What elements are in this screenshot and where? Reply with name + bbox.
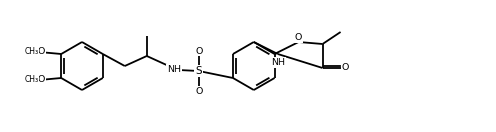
Text: S: S (195, 66, 202, 76)
Text: O: O (38, 48, 45, 56)
Text: CH₃: CH₃ (24, 76, 38, 84)
Text: O: O (342, 63, 349, 72)
Text: NH: NH (167, 65, 181, 74)
Text: CH₃: CH₃ (24, 48, 38, 56)
Text: O: O (295, 34, 302, 43)
Text: NH: NH (271, 58, 285, 67)
Text: O: O (38, 76, 45, 84)
Text: O: O (195, 86, 202, 95)
Text: O: O (195, 46, 202, 55)
